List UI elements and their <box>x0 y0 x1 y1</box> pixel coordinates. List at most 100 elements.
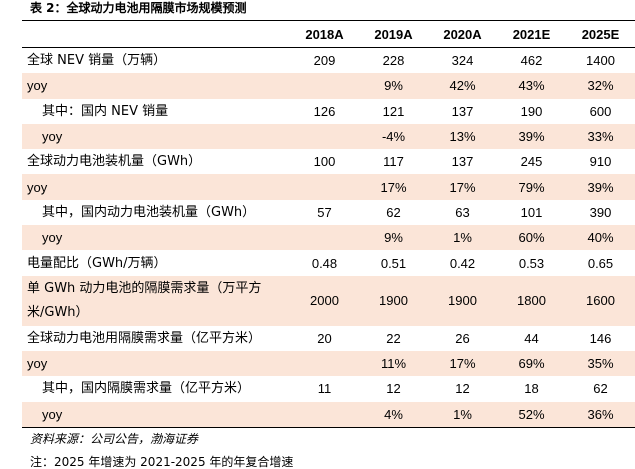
value-cell: 12 <box>455 381 470 397</box>
row-label: 全球动力电池用隔膜需求量（亿平方米） <box>27 330 262 346</box>
header-year-cell: 2025E <box>566 20 635 48</box>
value-cell: 39% <box>566 174 635 200</box>
value-cell: 2000 <box>290 275 359 326</box>
value-cell: 63 <box>455 204 470 220</box>
value-cell: 9% <box>359 225 428 251</box>
value-cell: 324 <box>451 53 474 69</box>
value-cell: 1400 <box>586 53 615 69</box>
table-row: yoy -4% 13% 39% 33% <box>22 123 635 150</box>
row-label: 其中：国内 NEV 销量 <box>42 103 169 119</box>
value-cell: 62 <box>386 204 401 220</box>
value-cell: 0.53 <box>518 255 545 271</box>
value-cell: 60% <box>497 225 566 251</box>
header-year-cell: 2019A <box>359 20 428 48</box>
source-note: 资料来源：公司公告，渤海证券 <box>30 432 199 446</box>
value-cell: 1600 <box>566 275 635 326</box>
value-cell: 0.51 <box>380 255 407 271</box>
value-cell: 462 <box>520 53 543 69</box>
row-label: yoy <box>22 123 290 150</box>
header-year-cell: 2021E <box>497 20 566 48</box>
value-cell <box>290 401 359 428</box>
table-row: yoy 9% 42% 43% 32% <box>22 73 635 99</box>
value-cell: 33% <box>566 123 635 150</box>
value-cell <box>290 73 359 99</box>
value-cell <box>290 174 359 200</box>
value-cell: 44 <box>524 330 539 346</box>
row-label: yoy <box>22 174 290 200</box>
value-cell: 101 <box>520 204 543 220</box>
value-cell: 17% <box>428 350 497 377</box>
row-label: yoy <box>22 350 290 377</box>
value-cell <box>290 123 359 150</box>
value-cell: 52% <box>497 401 566 428</box>
value-cell: 17% <box>428 174 497 200</box>
value-cell: 32% <box>566 73 635 99</box>
value-cell: 40% <box>566 225 635 251</box>
table-row: 单 GWh 动力电池的隔膜需求量（万平方米/GWh） 2000 1900 1900 18… <box>22 275 635 326</box>
table-row: 其中：国内 NEV 销量 126 121 137 190 600 <box>22 99 635 124</box>
row-label: 单 GWh 动力电池的隔膜需求量（万平方米/GWh） <box>22 275 290 326</box>
value-cell: 0.42 <box>449 255 476 271</box>
value-cell: 910 <box>589 154 612 170</box>
table-row: 其中，国内动力电池装机量（GWh） 57 62 63 101 390 <box>22 200 635 225</box>
value-cell: 0.65 <box>587 255 614 271</box>
row-label: 电量配比（GWh/万辆） <box>27 255 167 271</box>
table-row: 全球 NEV 销量（万辆） 209 228 324 462 1400 <box>22 48 635 74</box>
value-cell: 69% <box>497 350 566 377</box>
value-cell: 1800 <box>497 275 566 326</box>
value-cell: 26 <box>455 330 470 346</box>
value-cell: 245 <box>520 154 543 170</box>
table-row: 其中，国内隔膜需求量（亿平方米） 11 12 12 18 62 <box>22 376 635 401</box>
value-cell: 146 <box>589 330 612 346</box>
row-label: 其中，国内动力电池装机量（GWh） <box>42 204 256 220</box>
row-label: yoy <box>22 401 290 428</box>
value-cell: 57 <box>317 204 332 220</box>
table-row: 电量配比（GWh/万辆） 0.48 0.51 0.42 0.53 0.65 <box>22 250 635 275</box>
value-cell: 79% <box>497 174 566 200</box>
value-cell: 22 <box>386 330 401 346</box>
value-cell <box>290 225 359 251</box>
value-cell: 11% <box>359 350 428 377</box>
row-label: yoy <box>22 73 290 99</box>
value-cell: 13% <box>428 123 497 150</box>
value-cell: 390 <box>589 204 612 220</box>
value-cell: 1% <box>428 401 497 428</box>
header-year-cell: 2018A <box>290 20 359 48</box>
value-cell: 137 <box>451 154 474 170</box>
value-cell: 12 <box>386 381 401 397</box>
value-cell: 11 <box>317 381 332 397</box>
value-cell: 228 <box>382 53 405 69</box>
row-label: 全球动力电池装机量（GWh） <box>27 154 202 170</box>
value-cell: 100 <box>313 154 336 170</box>
value-cell: 600 <box>589 103 612 119</box>
table-row: 全球动力电池用隔膜需求量（亿平方米） 20 22 26 44 146 <box>22 326 635 351</box>
table-row: yoy 17% 17% 79% 39% <box>22 174 635 200</box>
table-title: 表 2：全球动力电池用隔膜市场规模预测 <box>30 1 247 15</box>
value-cell: 42% <box>428 73 497 99</box>
value-cell: 1% <box>428 225 497 251</box>
value-cell: 4% <box>359 401 428 428</box>
value-cell: 17% <box>359 174 428 200</box>
table-row: 全球动力电池装机量（GWh） 100 117 137 245 910 <box>22 149 635 174</box>
value-cell: 126 <box>313 103 336 119</box>
value-cell: 39% <box>497 123 566 150</box>
market-forecast-table: 2018A 2019A 2020A 2021E 2025E 全球 NEV 销量（万辆） 2… <box>22 20 635 428</box>
table-body: 全球 NEV 销量（万辆） 209 228 324 462 1400 yoy 9% 42% 43%… <box>22 48 635 428</box>
value-cell: 9% <box>359 73 428 99</box>
table-row: yoy 11% 17% 69% 35% <box>22 350 635 377</box>
table-row: yoy 4% 1% 52% 36% <box>22 401 635 428</box>
value-cell: 121 <box>382 103 405 119</box>
header-label-cell <box>22 20 290 48</box>
row-label: 其中，国内隔膜需求量（亿平方米） <box>42 381 251 397</box>
table-row: yoy 9% 1% 60% 40% <box>22 225 635 251</box>
value-cell: 1900 <box>359 275 428 326</box>
value-cell: 117 <box>383 154 404 170</box>
value-cell: 35% <box>566 350 635 377</box>
value-cell: 62 <box>593 381 608 397</box>
value-cell <box>290 350 359 377</box>
value-cell: 0.48 <box>311 255 338 271</box>
value-cell: 137 <box>451 103 474 119</box>
header-row: 2018A 2019A 2020A 2021E 2025E <box>22 20 635 48</box>
value-cell: -4% <box>359 123 428 150</box>
value-cell: 209 <box>313 53 336 69</box>
